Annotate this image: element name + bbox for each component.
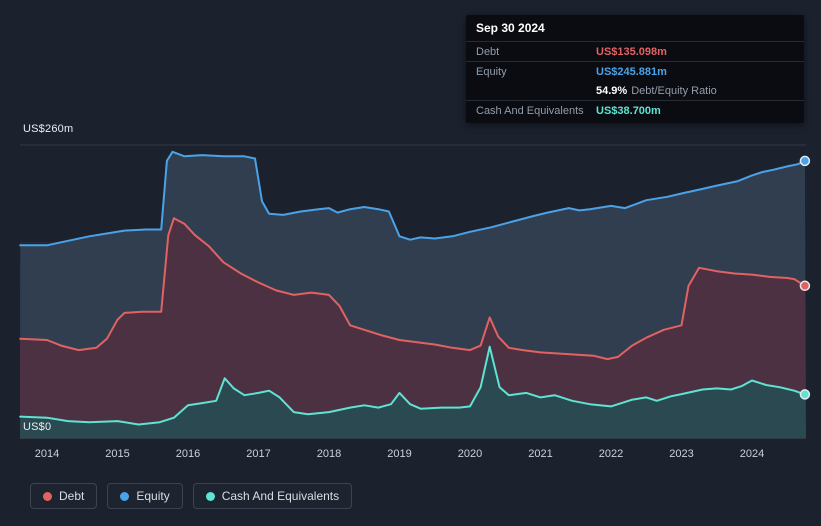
debt-end-marker: [799, 280, 811, 292]
x-tick-label: 2020: [458, 448, 482, 460]
x-tick-label: 2014: [35, 448, 59, 460]
x-tick-label: 2022: [599, 448, 623, 460]
tooltip-ratio-value: 54.9% Debt/Equity Ratio: [596, 85, 717, 97]
x-tick-label: 2015: [105, 448, 129, 460]
tooltip-ratio-percent: 54.9%: [596, 84, 628, 97]
x-tick-label: 2019: [387, 448, 411, 460]
tooltip-debt-row: Debt US$135.098m: [466, 42, 804, 62]
x-tick-label: 2017: [246, 448, 270, 460]
legend-cash-label: Cash And Equivalents: [221, 489, 340, 503]
tooltip-equity-row: Equity US$245.881m: [466, 62, 804, 81]
tooltip-equity-label: Equity: [476, 65, 507, 78]
x-tick-label: 2016: [176, 448, 200, 460]
y-axis-label-top: US$260m: [23, 123, 74, 135]
tooltip-date: Sep 30 2024: [466, 15, 804, 42]
tooltip-cash-row: Cash And Equivalents US$38.700m: [466, 101, 804, 120]
legend-item-equity[interactable]: Equity: [107, 483, 183, 509]
tooltip-ratio-label: Debt/Equity Ratio: [631, 84, 717, 97]
tooltip-debt-label: Debt: [476, 45, 500, 58]
x-tick-label: 2018: [317, 448, 341, 460]
x-tick-label: 2021: [528, 448, 552, 460]
legend-item-debt[interactable]: Debt: [30, 483, 98, 509]
tooltip-equity-value: US$245.881m: [596, 65, 667, 78]
tooltip-cash-label: Cash And Equivalents: [476, 104, 584, 117]
x-tick-label: 2023: [669, 448, 693, 460]
cash-and-equivalents-area: [20, 346, 806, 438]
tooltip-cash-value: US$38.700m: [596, 104, 661, 117]
x-tick-label: 2024: [740, 448, 764, 460]
legend-equity-label: Equity: [136, 489, 170, 503]
debt-area: [20, 218, 806, 438]
chart-legend: Debt Equity Cash And Equivalents: [30, 483, 353, 509]
cash-and-equivalents-line: [19, 345, 806, 426]
equity-dot-icon: [120, 491, 130, 501]
y-axis-label-bottom: US$0: [23, 421, 52, 433]
cash-and-equivalents-end-marker: [799, 389, 811, 400]
debt-dot-icon: [43, 491, 52, 501]
tooltip-debt-value: US$135.098m: [596, 45, 667, 58]
equity-line: [19, 150, 806, 247]
legend-debt-label: Debt: [59, 489, 85, 503]
tooltip-ratio-row: 54.9% Debt/Equity Ratio: [466, 81, 804, 101]
equity-end-marker: [799, 155, 811, 167]
legend-item-cash[interactable]: Cash And Equivalents: [192, 483, 353, 509]
cash-dot-icon: [205, 491, 215, 501]
debt-line: [19, 217, 806, 361]
chart-tooltip: Sep 30 2024 Debt US$135.098m Equity US$2…: [466, 15, 804, 123]
